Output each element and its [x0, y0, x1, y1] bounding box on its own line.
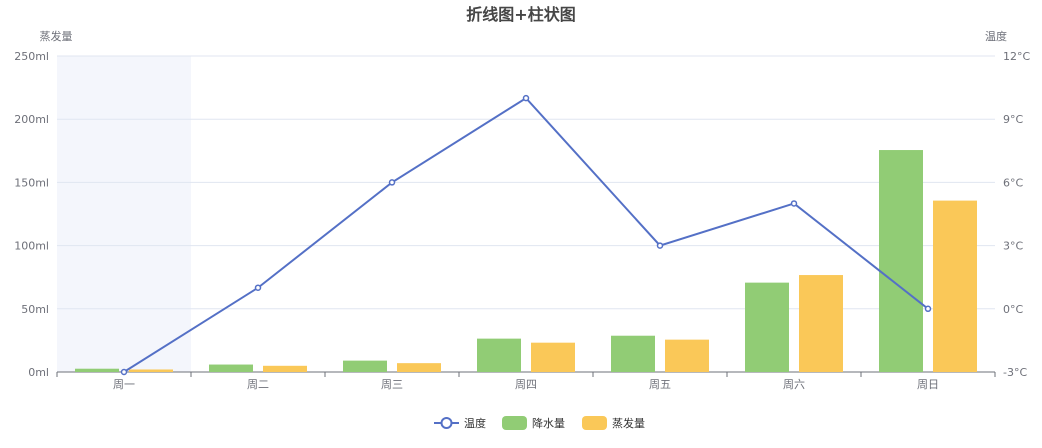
bar-蒸发量: [263, 365, 307, 372]
left-axis-name: 蒸发量: [40, 29, 73, 43]
bar-蒸发量: [665, 339, 709, 372]
left-tick-label: 0ml: [28, 366, 49, 379]
bar-降水量: [611, 335, 655, 372]
x-tick-label: 周五: [649, 378, 671, 391]
x-tick-label: 周日: [917, 378, 939, 391]
right-tick-label: 0°C: [1003, 303, 1023, 316]
x-tick-label: 周一: [113, 378, 135, 391]
right-tick-label: 12°C: [1003, 50, 1030, 63]
x-tick-label: 周三: [381, 378, 403, 391]
right-tick-label: 6°C: [1003, 176, 1023, 189]
bar-蒸发量: [129, 369, 173, 372]
left-tick-label: 100ml: [14, 240, 49, 253]
legend-swatch-icon: [502, 416, 527, 430]
left-tick-label: 50ml: [21, 303, 49, 316]
point-温度: [522, 94, 530, 102]
right-tick-label: -3°C: [1003, 366, 1027, 379]
bar-降水量: [343, 360, 387, 372]
point-温度: [388, 179, 396, 186]
left-tick-label: 250ml: [14, 50, 49, 63]
left-tick-label: 150ml: [14, 176, 49, 189]
bar-蒸发量: [799, 275, 843, 372]
x-tick-label: 周二: [247, 378, 269, 391]
bar-降水量: [477, 338, 521, 372]
right-tick-label: 9°C: [1003, 113, 1023, 126]
x-tick-label: 周四: [515, 378, 537, 391]
bar-降水量: [879, 150, 923, 372]
legend-label: 温度: [464, 416, 486, 430]
point-温度: [656, 242, 664, 249]
bar-蒸发量: [397, 363, 441, 372]
point-温度: [924, 305, 932, 313]
right-tick-label: 3°C: [1003, 240, 1023, 253]
x-tick-label: 周六: [783, 378, 805, 391]
legend-swatch-icon: [582, 416, 607, 430]
left-tick-label: 200ml: [14, 113, 49, 126]
bar-蒸发量: [933, 200, 977, 372]
bar-降水量: [745, 282, 789, 372]
legend-label: 降水量: [532, 416, 565, 430]
axis-pointer-shadow: [57, 56, 191, 372]
bar-降水量: [75, 368, 119, 372]
chart-title: 折线图+柱状图: [466, 5, 575, 24]
point-温度: [120, 368, 128, 376]
legend-label: 蒸发量: [612, 416, 645, 430]
right-axis-name: 温度: [985, 29, 1007, 43]
bar-降水量: [209, 364, 253, 372]
bar-蒸发量: [531, 342, 575, 372]
point-温度: [254, 284, 262, 291]
legend-circle-icon: [440, 417, 453, 429]
point-温度: [790, 200, 798, 207]
